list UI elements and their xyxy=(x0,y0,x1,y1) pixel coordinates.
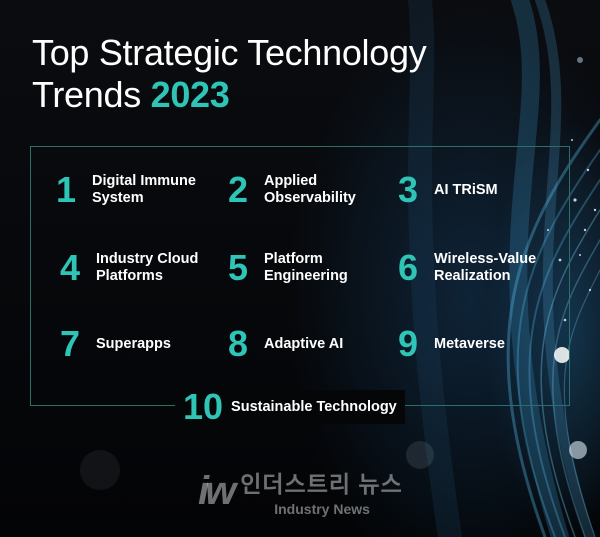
trend-label: Metaverse xyxy=(434,335,505,352)
trend-label: Wireless-Value Realization xyxy=(434,251,537,284)
trend-label: Adaptive AI xyxy=(264,335,344,352)
trend-label: Applied Observability xyxy=(264,173,356,206)
trend-number: 8 xyxy=(227,323,249,364)
trend-item-7: 7 Superapps xyxy=(52,326,171,362)
trend-label: AI TRiSM xyxy=(434,181,498,198)
title-line-2: Trends 2023 xyxy=(32,74,426,116)
trend-label: Digital Immune System xyxy=(92,173,196,206)
trend-item-6: 6 Wireless-Value Realization xyxy=(390,250,536,286)
trend-number: 7 xyxy=(59,323,81,364)
title-trends-word: Trends xyxy=(32,74,151,115)
watermark-korean: 인더스트리 뉴스 xyxy=(240,471,403,497)
trend-label: Industry Cloud Platforms xyxy=(96,251,199,284)
trend-item-9: 9 Metaverse xyxy=(390,326,505,362)
trend-number: 3 xyxy=(397,169,419,210)
trend-label: Platform Engineering xyxy=(264,251,348,284)
trend-number: 5 xyxy=(227,247,249,288)
trend-number: 4 xyxy=(59,247,81,288)
trend-item-4: 4 Industry Cloud Platforms xyxy=(52,250,198,286)
watermark-english: Industry News xyxy=(274,501,370,517)
trend-item-8: 8 Adaptive AI xyxy=(220,326,343,362)
trend-number: 1 xyxy=(55,169,77,210)
title-year: 2023 xyxy=(150,74,230,115)
trend-label: Sustainable Technology xyxy=(231,398,397,415)
page-title: Top Strategic Technology Trends 2023 xyxy=(32,32,427,116)
trend-label: Superapps xyxy=(96,335,171,352)
trend-item-1: 1 Digital Immune System xyxy=(48,172,196,208)
watermark-text: 인더스트리 뉴스 Industry News xyxy=(240,465,403,517)
watermark-logo-mark: iw xyxy=(198,468,236,513)
trend-number: 9 xyxy=(397,323,419,364)
trend-number: 10 xyxy=(183,386,224,427)
industry-news-watermark: iw 인더스트리 뉴스 Industry News xyxy=(198,465,403,518)
trend-item-2: 2 Applied Observability xyxy=(220,172,356,208)
trend-item-10: 10 Sustainable Technology xyxy=(175,386,405,427)
trend-item-5: 5 Platform Engineering xyxy=(220,250,348,286)
trend-number: 2 xyxy=(227,169,249,210)
trend-number: 6 xyxy=(397,247,419,288)
title-line-1: Top Strategic Technology xyxy=(32,32,427,73)
trend-item-3: 3 AI TRiSM xyxy=(390,172,498,208)
